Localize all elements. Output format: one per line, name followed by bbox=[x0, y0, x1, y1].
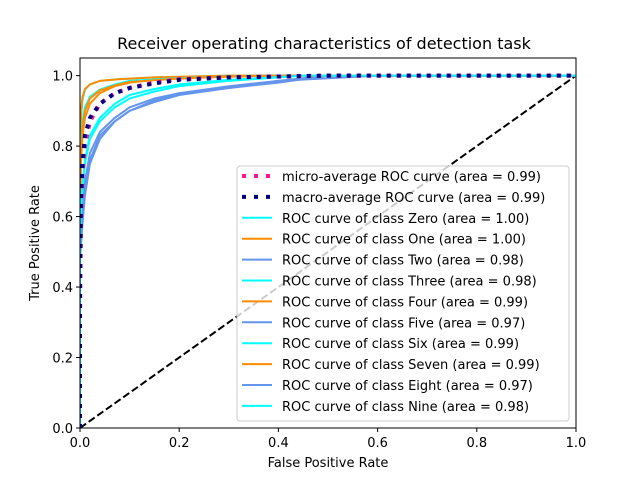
legend-label: ROC curve of class Four (area = 0.99) bbox=[282, 295, 528, 310]
legend-label: ROC curve of class Eight (area = 0.97) bbox=[282, 379, 533, 394]
y-tick-label: 0.0 bbox=[52, 422, 73, 437]
roc-series-line-1 bbox=[80, 73, 576, 428]
y-tick-label: 0.6 bbox=[52, 211, 73, 226]
legend-label: micro-average ROC curve (area = 0.99) bbox=[282, 170, 541, 185]
y-tick-label: 0.8 bbox=[52, 140, 73, 155]
roc-series-line-9 bbox=[80, 74, 576, 428]
legend-label: ROC curve of class Six (area = 0.99) bbox=[282, 337, 519, 352]
legend-label: ROC curve of class Zero (area = 1.00) bbox=[282, 212, 529, 227]
y-tick-label: 1.0 bbox=[52, 70, 73, 85]
legend-label: ROC curve of class Two (area = 0.98) bbox=[282, 254, 524, 269]
x-tick-label: 1.0 bbox=[566, 436, 587, 451]
x-tick-label: 0.6 bbox=[367, 436, 388, 451]
legend-label: ROC curve of class One (area = 1.00) bbox=[282, 233, 526, 248]
legend-label: macro-average ROC curve (area = 0.99) bbox=[282, 191, 545, 206]
roc-series-line-3 bbox=[80, 74, 576, 428]
chart-title: Receiver operating characteristics of de… bbox=[117, 34, 531, 53]
y-tick-label: 0.4 bbox=[52, 281, 73, 296]
legend-label: ROC curve of class Five (area = 0.97) bbox=[282, 316, 525, 331]
x-tick-label: 0.2 bbox=[169, 436, 190, 451]
x-tick-label: 0.8 bbox=[466, 436, 487, 451]
legend: micro-average ROC curve (area = 0.99) mac… bbox=[236, 165, 570, 422]
x-tick-label: 0.4 bbox=[268, 436, 289, 451]
y-tick-label: 0.2 bbox=[52, 352, 73, 367]
legend-label: ROC curve of class Nine (area = 0.98) bbox=[282, 400, 529, 415]
plot-area bbox=[79, 57, 577, 429]
x-tick-label: 0.0 bbox=[70, 436, 91, 451]
legend-label: ROC curve of class Three (area = 0.98) bbox=[282, 275, 537, 290]
x-axis-label: False Positive Rate bbox=[268, 456, 389, 471]
plot-frame bbox=[79, 57, 577, 429]
y-axis-label: True Positive Rate bbox=[28, 185, 43, 302]
legend-items: micro-average ROC curve (area = 0.99) mac… bbox=[242, 170, 545, 415]
roc-curves bbox=[80, 73, 576, 428]
legend-label: ROC curve of class Seven (area = 0.99) bbox=[282, 358, 540, 373]
chance-diagonal-line bbox=[80, 74, 576, 428]
y-axis: 0.0 0.2 0.4 0.6 0.8 1.0 bbox=[52, 70, 80, 437]
legend-box bbox=[236, 165, 570, 422]
roc-series-line-10 bbox=[80, 74, 576, 428]
x-axis: 0.0 0.2 0.4 0.6 0.8 1.0 bbox=[70, 428, 587, 451]
